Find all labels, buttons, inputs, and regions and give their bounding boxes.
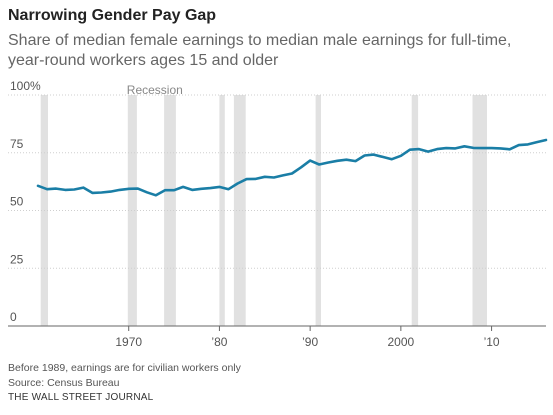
y-tick-label: 0 [10,310,17,324]
y-tick-label: 100% [10,79,41,93]
x-tick-label: 1970 [115,335,142,349]
y-tick-label: 50 [10,195,24,209]
recession-band-3 [219,95,225,326]
y-tick-label: 25 [10,252,24,266]
footnote: Before 1989, earnings are for civilian w… [8,362,241,374]
x-tick-label: ’80 [211,335,227,349]
chart-subtitle: Share of median female earnings to media… [8,32,512,69]
gridlines [8,94,546,327]
recession-band-1 [127,95,137,326]
series [36,138,548,197]
publisher-credit: THE WALL STREET JOURNAL [8,392,154,403]
y-tick-label: 75 [10,137,24,151]
x-tick-label: ’10 [484,335,500,349]
x-axis-labels: 1970 ’80 ’90 2000 ’10 [115,326,500,349]
y-axis-labels: 0 25 50 75 100% [10,79,41,324]
source-note: Source: Census Bureau [8,377,120,389]
x-tick-label: 2000 [388,335,415,349]
recession-band-6 [411,95,419,326]
recession-band-5 [315,95,321,326]
series-line-0 [36,138,548,197]
recession-label: Recession [127,83,183,97]
x-tick-label: ’90 [302,335,318,349]
chart-title: Narrowing Gender Pay Gap [8,7,217,24]
